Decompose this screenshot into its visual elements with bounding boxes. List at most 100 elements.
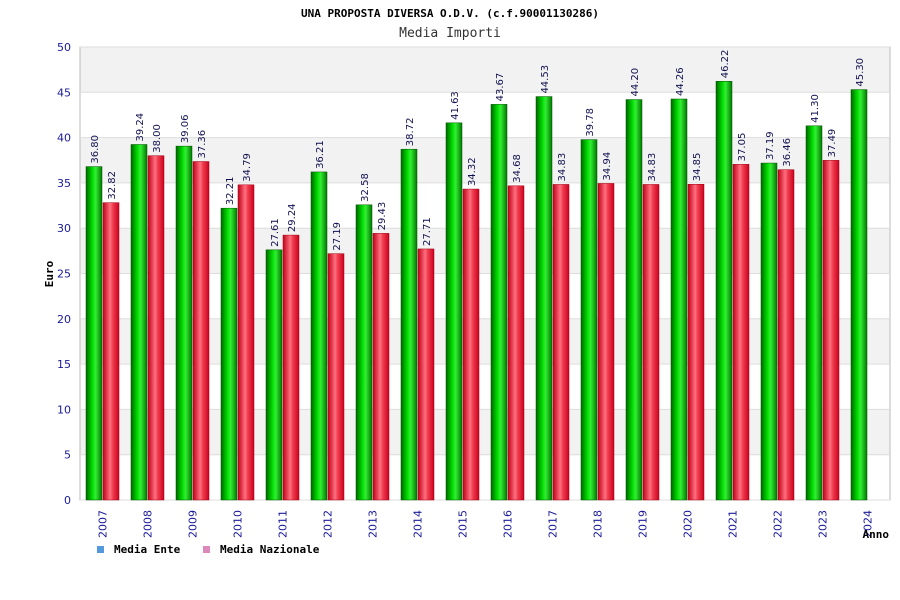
plot-band <box>80 454 890 500</box>
bar-media-ente-2015 <box>445 122 463 501</box>
chart-subtitle: Media Importi <box>399 26 501 41</box>
legend-swatch-media-ente <box>97 546 104 553</box>
data-label: 27.61 <box>270 218 281 247</box>
data-label: 39.06 <box>180 114 191 143</box>
data-label: 44.26 <box>675 67 686 96</box>
bar-media-nazionale-2019 <box>642 184 660 501</box>
bar-media-ente-2022 <box>760 162 778 501</box>
x-tick-label: 2021 <box>727 510 740 538</box>
data-label: 29.43 <box>377 202 388 231</box>
x-axis-label: Anno <box>863 528 890 541</box>
bar-media-nazionale-2007 <box>102 202 120 501</box>
x-tick-label: 2009 <box>187 510 200 538</box>
data-label: 44.53 <box>540 65 551 94</box>
data-label: 34.85 <box>692 153 703 182</box>
bar-media-nazionale-2017 <box>552 184 570 501</box>
plot-band <box>80 47 890 93</box>
y-tick-label: 35 <box>57 177 71 190</box>
chart-title: UNA PROPOSTA DIVERSA O.D.V. (c.f.9000113… <box>301 7 599 20</box>
y-tick-label: 5 <box>64 449 71 462</box>
bar-media-nazionale-2021 <box>732 164 750 501</box>
bar-media-ente-2012 <box>310 171 328 501</box>
bar-media-nazionale-2015 <box>462 188 480 501</box>
bar-media-nazionale-2012 <box>327 253 345 501</box>
bar-media-ente-2009 <box>175 145 193 501</box>
data-label: 32.58 <box>360 173 371 202</box>
y-axis-ticks: 0 5 10 15 20 25 30 35 40 45 50 <box>57 41 71 507</box>
data-label: 37.49 <box>827 129 838 158</box>
data-label: 27.71 <box>422 217 433 246</box>
data-label: 29.24 <box>287 203 298 232</box>
bar-media-ente-2020 <box>670 98 688 501</box>
bar-media-nazionale-2022 <box>777 169 795 501</box>
x-tick-label: 2022 <box>772 510 785 538</box>
y-tick-label: 20 <box>57 313 71 326</box>
plot-band <box>80 92 890 138</box>
data-label: 32.82 <box>107 171 118 200</box>
x-tick-label: 2010 <box>232 510 245 538</box>
data-label: 38.72 <box>405 118 416 147</box>
legend-label-media-nazionale: Media Nazionale <box>220 543 320 556</box>
x-tick-label: 2014 <box>412 510 425 538</box>
bar-media-ente-2011 <box>265 249 283 501</box>
x-tick-label: 2017 <box>547 510 560 538</box>
y-tick-label: 0 <box>64 494 71 507</box>
x-tick-label: 2015 <box>457 510 470 538</box>
x-tick-label: 2018 <box>592 510 605 538</box>
bar-media-nazionale-2008 <box>147 155 165 501</box>
x-tick-label: 2020 <box>682 510 695 538</box>
x-axis-ticks: 2007 2008 2009 2010 2011 2012 2013 2014 2015 2016… <box>97 510 875 538</box>
plot-band <box>80 409 890 455</box>
data-label: 34.32 <box>467 157 478 186</box>
x-tick-label: 2007 <box>97 510 110 538</box>
data-label: 34.94 <box>602 152 613 181</box>
plot-band <box>80 182 890 229</box>
data-label: 39.78 <box>585 108 596 137</box>
data-label: 43.67 <box>495 73 506 102</box>
data-label: 41.30 <box>810 94 821 123</box>
bar-media-ente-2024 <box>850 89 868 501</box>
data-label: 44.20 <box>630 68 641 97</box>
y-tick-label: 10 <box>57 403 71 416</box>
bar-media-nazionale-2009 <box>192 161 210 501</box>
y-tick-label: 15 <box>57 358 71 371</box>
plot-band <box>80 364 890 410</box>
data-label: 36.21 <box>315 140 326 169</box>
bar-media-ente-2017 <box>535 96 553 501</box>
data-label: 37.05 <box>737 133 748 162</box>
legend-label-media-ente: Media Ente <box>114 543 181 556</box>
bar-media-ente-2010 <box>220 207 238 501</box>
y-axis-label: Euro <box>43 260 56 287</box>
bar-media-nazionale-2016 <box>507 185 525 501</box>
data-label: 34.83 <box>557 153 568 182</box>
y-tick-label: 40 <box>57 132 71 145</box>
bar-media-ente-2021 <box>715 80 733 501</box>
data-label: 36.80 <box>90 135 101 164</box>
bar-media-ente-2007 <box>85 166 103 501</box>
bar-media-ente-2008 <box>130 144 148 501</box>
data-label: 38.00 <box>152 124 163 153</box>
plot-band <box>80 137 890 183</box>
data-label: 41.63 <box>450 91 461 120</box>
bar-media-nazionale-2018 <box>597 183 615 501</box>
legend-swatch-media-nazionale <box>203 546 210 553</box>
x-tick-label: 2008 <box>142 510 155 538</box>
y-tick-label: 50 <box>57 41 71 54</box>
bar-media-ente-2014 <box>400 148 418 501</box>
bar-media-nazionale-2014 <box>417 248 435 501</box>
data-label: 36.46 <box>782 138 793 167</box>
bar-media-nazionale-2023 <box>822 160 840 501</box>
data-labels: 36.80 32.82 39.24 38.00 39.06 37.36 32.21 34.79… <box>90 50 866 251</box>
bar-media-ente-2019 <box>625 99 643 501</box>
data-label: 34.83 <box>647 153 658 182</box>
plot-background <box>79 46 891 501</box>
x-tick-label: 2019 <box>637 510 650 538</box>
bar-media-ente-2013 <box>355 204 373 501</box>
x-tick-label: 2011 <box>277 510 290 538</box>
bar-media-nazionale-2010 <box>237 184 255 501</box>
data-label: 34.68 <box>512 154 523 183</box>
y-tick-label: 30 <box>57 222 71 235</box>
y-tick-label: 45 <box>57 86 71 99</box>
bar-media-ente-2018 <box>580 139 598 501</box>
